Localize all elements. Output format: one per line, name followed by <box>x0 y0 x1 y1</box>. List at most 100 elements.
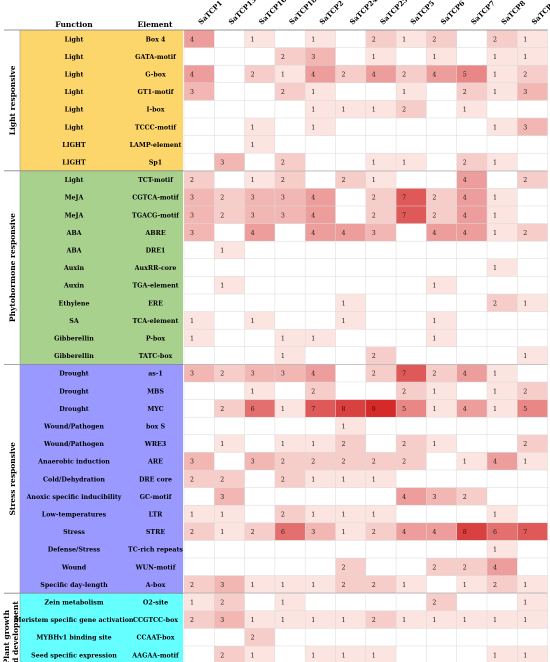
heatmap-cell <box>426 223 457 242</box>
heatmap-cell <box>305 100 336 118</box>
heatmap-cell <box>426 558 457 576</box>
cell-value-label: 2 <box>372 529 376 536</box>
heatmap-cell <box>365 522 397 541</box>
heatmap-cell <box>517 382 548 400</box>
heatmap-cell <box>184 329 215 347</box>
heatmap-cell <box>365 575 397 594</box>
heatmap-cell <box>335 522 366 541</box>
row-element-label: TCT-motif <box>138 177 174 184</box>
cell-value-label: 3 <box>251 212 255 219</box>
row-function-label: Specific day-length <box>40 582 108 589</box>
column-header-satcp25: SaTCP25 <box>378 0 409 26</box>
function-header: Function <box>55 20 93 29</box>
cell-value-label: 2 <box>190 617 194 624</box>
heatmap-cell <box>244 65 275 83</box>
heatmap-cell <box>426 276 457 294</box>
cell-value-label: 1 <box>493 160 497 167</box>
row-element-label: DRE1 <box>146 248 166 255</box>
heatmap-cell <box>335 470 366 488</box>
cell-value-label: 2 <box>281 89 285 96</box>
heatmap-cell <box>184 470 215 488</box>
group-label-plant-growth-and-development: Plant growthand development <box>2 601 20 662</box>
cell-value-label: 2 <box>402 107 406 114</box>
group-band-stress-responsive <box>20 364 183 594</box>
cell-value-label: 1 <box>281 441 285 448</box>
cell-value-label: 1 <box>493 388 497 395</box>
cell-value-label: 1 <box>432 336 436 343</box>
cell-value-label: 1 <box>432 617 436 624</box>
heatmap-cell <box>487 452 518 470</box>
heatmap-cell <box>214 276 245 294</box>
cell-value-label: 3 <box>523 89 527 96</box>
cell-value-label: 1 <box>251 388 255 395</box>
heatmap-cell <box>365 47 397 66</box>
heatmap-cell <box>244 522 275 541</box>
cell-value-label: 2 <box>493 36 497 43</box>
element-header: Element <box>138 20 173 29</box>
cell-value-label: 1 <box>463 617 467 624</box>
row-element-label: TC-rich repeats <box>128 547 183 554</box>
row-function-label: LIGHT <box>62 160 86 167</box>
row-function-label: MeJA <box>65 212 84 219</box>
cell-value-label: 1 <box>432 318 436 325</box>
heatmap-cell <box>335 417 366 435</box>
row-element-label: GT1-motif <box>138 89 175 96</box>
heatmap-cell <box>396 487 427 506</box>
heatmap-cell <box>517 223 548 242</box>
cell-value-label: 2 <box>341 459 345 466</box>
cell-value-label: 2 <box>341 564 345 571</box>
cell-value-label: 4 <box>493 564 497 571</box>
cell-value-label: 1 <box>311 336 315 343</box>
row-element-label: A-box <box>145 582 166 589</box>
cell-value-label: 4 <box>493 459 497 466</box>
cell-value-label: 2 <box>281 459 285 466</box>
cell-value-label: 3 <box>220 160 224 167</box>
row-element-label: O2-site <box>143 600 168 607</box>
row-function-label: Light <box>65 177 84 184</box>
cell-value-label: 1 <box>341 652 345 659</box>
row-element-label: AuxRR-core <box>134 265 177 272</box>
cell-value-label: 1 <box>220 248 224 255</box>
heatmap-cell <box>365 505 397 523</box>
heatmap-cell <box>335 170 366 189</box>
heatmap-cell <box>426 593 457 611</box>
cell-value-label: 2 <box>281 160 285 167</box>
heatmap-cell <box>214 206 245 224</box>
heatmap-cell <box>305 575 336 594</box>
row-element-label: as-1 <box>148 371 163 378</box>
cell-value-label: 2 <box>432 564 436 571</box>
heatmap-cell <box>244 575 275 594</box>
cell-value-label: 1 <box>311 582 315 589</box>
heatmap-cell <box>184 65 215 83</box>
row-element-label: I-box <box>147 107 165 114</box>
row-element-label: LAMP-element <box>130 142 182 149</box>
cell-value-label: 1 <box>190 512 194 519</box>
heatmap-cell <box>517 399 548 418</box>
cell-value-label: 2 <box>190 529 194 536</box>
cell-value-label: 3 <box>220 582 224 589</box>
cell-value-label: 3 <box>190 212 194 219</box>
heatmap-cell <box>305 364 336 382</box>
heatmap-cell <box>426 610 457 629</box>
row-function-label: Drought <box>59 406 89 413</box>
cell-value-label: 3 <box>251 195 255 202</box>
heatmap-cell <box>456 575 487 594</box>
cell-value-label: 4 <box>311 371 315 378</box>
cell-value-label: 1 <box>341 529 345 536</box>
heatmap-cell <box>274 399 306 418</box>
heatmap-cell <box>426 65 457 83</box>
heatmap-cell <box>335 505 366 523</box>
cell-value-label: 2 <box>493 300 497 307</box>
heatmap-cell <box>456 206 487 224</box>
cell-value-label: 1 <box>341 476 345 483</box>
cell-value-label: 2 <box>220 600 224 607</box>
cell-value-label: 2 <box>432 600 436 607</box>
cell-value-label: 5 <box>463 72 467 79</box>
heatmap-cell <box>214 610 245 629</box>
heatmap-cell <box>214 575 245 594</box>
heatmap-cell <box>365 30 397 48</box>
row-function-label: Wound/Pathogen <box>43 424 104 431</box>
heatmap-cell <box>184 188 215 206</box>
row-function-label: Drought <box>59 371 89 378</box>
row-element-label: TGA-element <box>132 283 178 290</box>
